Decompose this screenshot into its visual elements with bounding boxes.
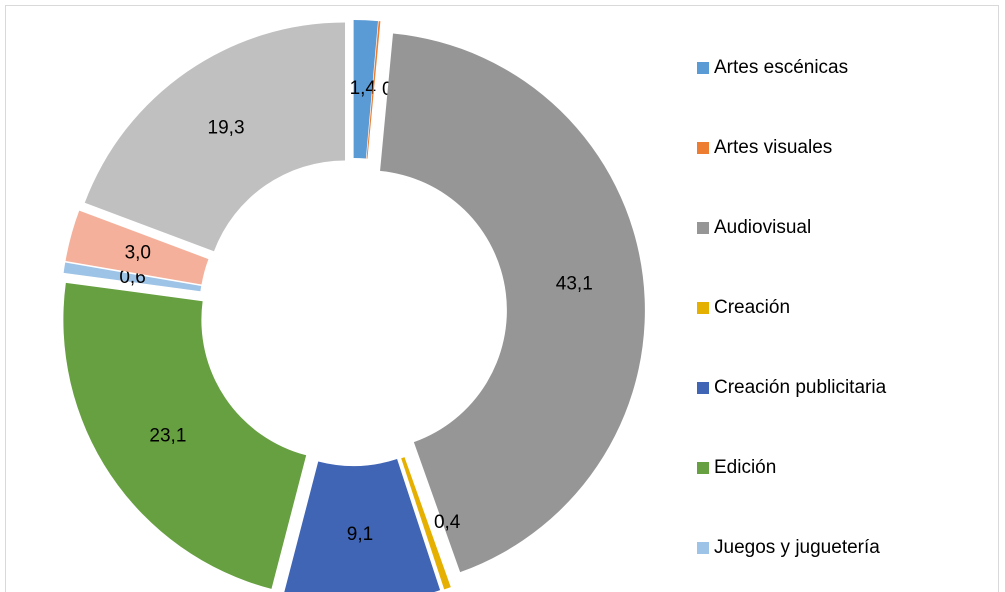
donut-slice xyxy=(401,457,451,590)
donut-slice xyxy=(380,33,645,573)
legend-label: Artes visuales xyxy=(714,137,832,158)
legend-label: Edición xyxy=(714,457,776,478)
legend-swatch xyxy=(697,462,709,474)
data-label: 1,4 xyxy=(350,78,377,99)
legend-label: Audiovisual xyxy=(714,217,811,238)
legend-swatch xyxy=(697,542,709,554)
legend-swatch xyxy=(697,62,709,74)
data-label: 3,0 xyxy=(125,243,151,264)
donut-slice xyxy=(284,459,441,592)
chart-border xyxy=(5,5,999,592)
donut-slice xyxy=(366,21,381,159)
legend-swatch xyxy=(697,302,709,314)
donut-slice xyxy=(63,262,202,292)
legend-swatch xyxy=(697,142,709,154)
donut-slice xyxy=(65,210,209,285)
data-label: 23,1 xyxy=(149,425,186,446)
legend-swatch xyxy=(697,222,709,234)
data-label: 19,3 xyxy=(208,118,245,139)
data-label: 0,4 xyxy=(434,512,461,533)
legend-label: Juegos y juguetería xyxy=(714,537,880,558)
legend-label: Creación publicitaria xyxy=(714,377,887,398)
donut-slice xyxy=(353,20,379,159)
legend-label: Artes escénicas xyxy=(714,57,848,78)
legend-label: Creación xyxy=(714,297,790,318)
data-label: 43,1 xyxy=(556,273,593,294)
legend-swatch xyxy=(697,382,709,394)
data-label: 9,1 xyxy=(347,524,373,545)
donut-slice xyxy=(84,22,346,252)
donut-slice xyxy=(63,282,307,589)
